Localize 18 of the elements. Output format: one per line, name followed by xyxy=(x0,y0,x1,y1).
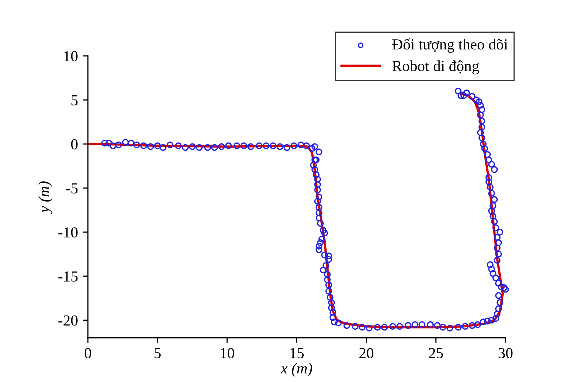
x-tick-label: 30 xyxy=(498,348,513,359)
x-tick-label: 25 xyxy=(429,348,444,359)
y-tick-label: 0 xyxy=(71,139,78,150)
x-tick-label: 20 xyxy=(360,348,374,359)
x-tick-label: 10 xyxy=(221,348,234,359)
y-tick-label: -15 xyxy=(58,272,78,282)
y-axis-title: y (m) xyxy=(38,182,53,214)
y-tick-label: 5 xyxy=(72,96,78,106)
x-tick-label: 5 xyxy=(154,348,161,359)
y-tick-label: 10 xyxy=(64,51,78,62)
x-axis-title: x (m) xyxy=(280,363,312,377)
legend-label: Đối tượng theo dõi xyxy=(392,38,508,53)
legend-label: Robot di động xyxy=(392,60,480,75)
x-tick-label: 0 xyxy=(84,348,92,359)
y-tick-label: -5 xyxy=(66,184,78,194)
y-tick-label: -20 xyxy=(58,316,78,326)
y-tick-label: -10 xyxy=(58,227,78,238)
x-tick-label: 15 xyxy=(290,348,304,359)
